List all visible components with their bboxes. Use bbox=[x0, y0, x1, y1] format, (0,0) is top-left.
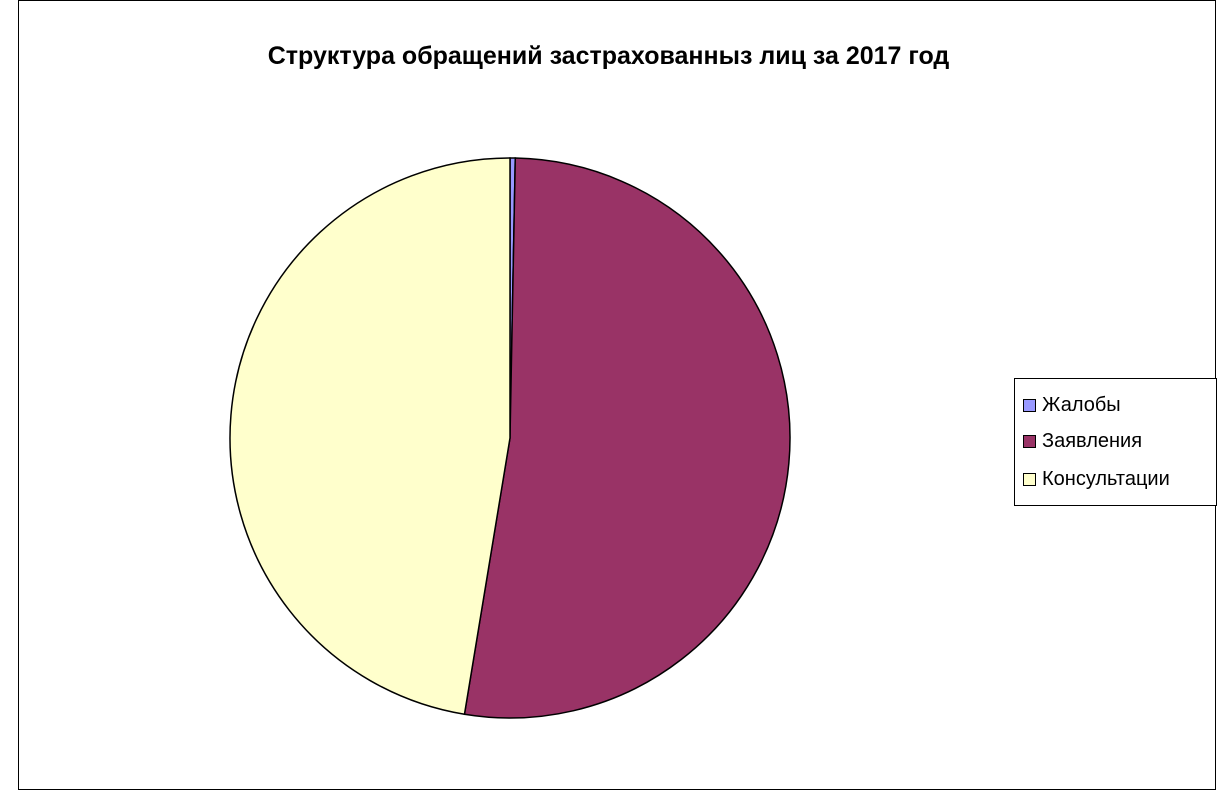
pie-slice-consultations bbox=[229, 157, 511, 716]
legend-label-consultations: Консультации bbox=[1042, 467, 1170, 490]
legend-label-applications: Заявления bbox=[1042, 429, 1143, 452]
pie-chart bbox=[229, 157, 791, 719]
legend: Жалобы Заявления Консультации bbox=[1014, 378, 1217, 506]
legend-swatch-complaints bbox=[1023, 398, 1036, 412]
legend-item-complaints: Жалобы bbox=[1023, 393, 1121, 417]
legend-swatch-applications bbox=[1023, 434, 1036, 448]
chart-title: Структура обращений застрахованныз лиц з… bbox=[267, 42, 950, 70]
pie-slice-applications bbox=[463, 157, 791, 719]
legend-label-complaints: Жалобы bbox=[1042, 393, 1121, 416]
legend-item-applications: Заявления bbox=[1023, 429, 1142, 453]
pie-slices bbox=[229, 157, 791, 719]
legend-swatch-consultations bbox=[1023, 472, 1036, 486]
legend-item-consultations: Консультации bbox=[1023, 467, 1170, 491]
